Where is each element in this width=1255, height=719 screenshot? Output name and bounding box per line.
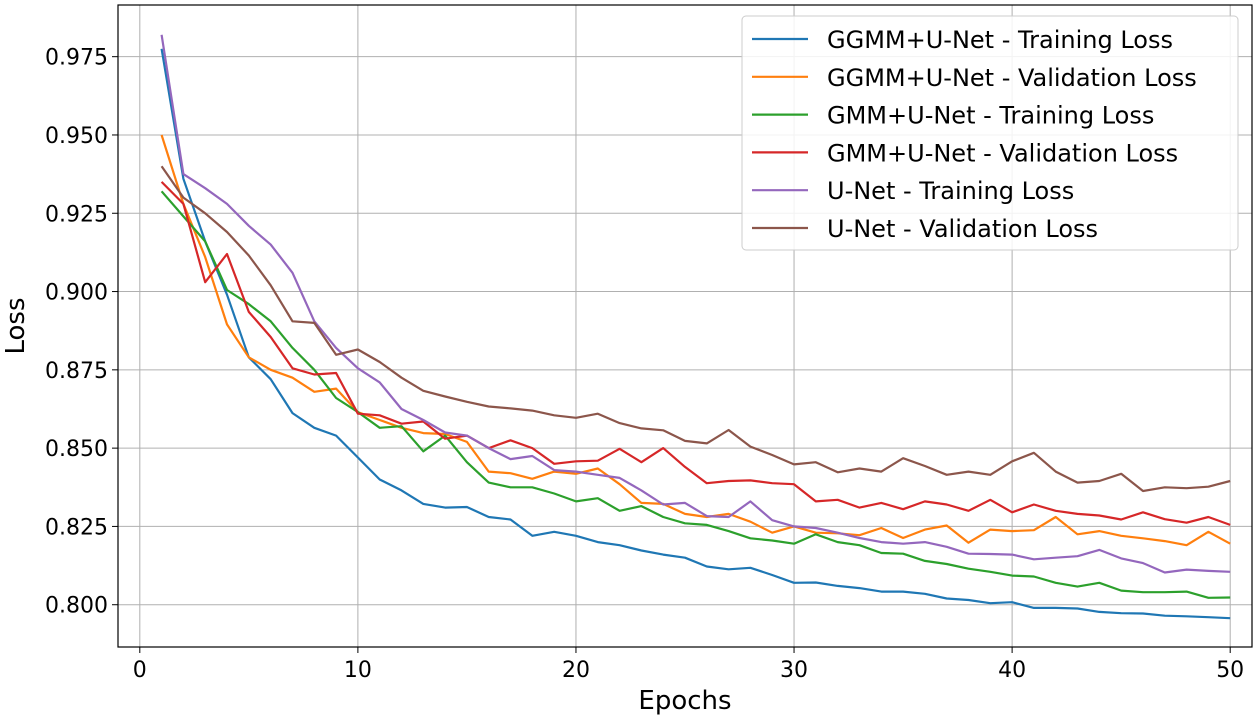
x-tick-label: 30 (780, 658, 808, 683)
x-tick-label: 50 (1216, 658, 1244, 683)
legend-label: U-Net - Training Loss (827, 177, 1074, 205)
x-tick-label: 10 (344, 658, 372, 683)
legend-frame (741, 15, 1239, 251)
plot-frame (117, 4, 1253, 648)
y-tick-label: 0.950 (45, 124, 108, 149)
y-tick-label: 0.925 (45, 202, 108, 227)
x-axis-label: Epochs (638, 686, 731, 716)
x-tick-label: 0 (133, 658, 147, 683)
grid (118, 5, 1252, 647)
series-line-2 (160, 134, 1231, 547)
ticks: 0 10 20 30 40 50 0.800 0.825 0.850 0.875 0.900 0.92… (45, 46, 1244, 683)
y-axis-label: Loss (1, 297, 31, 354)
series-line-4 (160, 181, 1231, 526)
series-line-1 (160, 48, 1231, 620)
legend-label: U-Net - Validation Loss (827, 215, 1098, 243)
y-tick-label: 0.875 (45, 359, 108, 384)
y-tick-label: 0.900 (45, 281, 108, 306)
x-tick-label: 40 (998, 658, 1026, 683)
legend-label: GGMM+U-Net - Validation Loss (827, 64, 1197, 92)
legend-label: GGMM+U-Net - Training Loss (827, 26, 1173, 54)
legend-label: GMM+U-Net - Validation Loss (827, 139, 1178, 167)
y-tick-label: 0.800 (45, 594, 108, 619)
series-line-3 (160, 190, 1231, 599)
x-tick-label: 20 (562, 658, 590, 683)
series-group (160, 34, 1231, 620)
y-tick-label: 0.975 (45, 46, 108, 71)
series-line-6 (160, 165, 1231, 493)
series-line-5 (160, 34, 1231, 574)
y-tick-label: 0.850 (45, 437, 108, 462)
legend-label: GMM+U-Net - Training Loss (827, 102, 1154, 130)
legend: GGMM+U-Net - Training Loss GGMM+U-Net - V… (741, 15, 1239, 251)
y-tick-label: 0.825 (45, 515, 108, 540)
